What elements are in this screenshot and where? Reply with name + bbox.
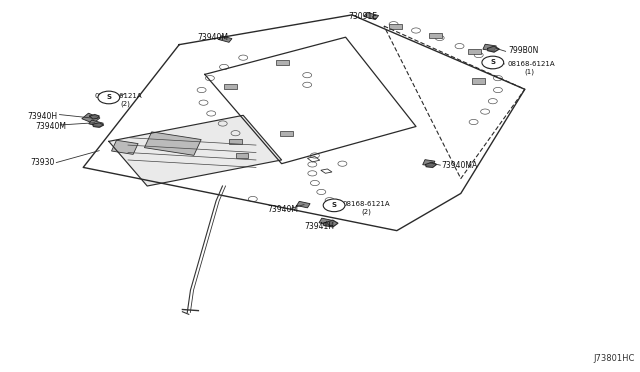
Text: 73930: 73930 [31, 158, 55, 167]
Text: S: S [106, 94, 111, 100]
Bar [280, 131, 293, 136]
Text: 73940MA: 73940MA [442, 161, 478, 170]
Bar [429, 33, 442, 38]
Polygon shape [483, 44, 497, 51]
Text: 73940M: 73940M [35, 122, 66, 131]
Polygon shape [89, 120, 103, 127]
Polygon shape [296, 201, 310, 208]
Text: (2): (2) [362, 208, 371, 215]
Polygon shape [219, 36, 232, 42]
Bar [389, 24, 402, 29]
Text: 08168-6121A: 08168-6121A [508, 61, 555, 67]
Text: 73941H: 73941H [305, 222, 335, 231]
Text: S: S [332, 202, 337, 208]
Text: 08168-6121A: 08168-6121A [95, 93, 142, 99]
Bar [276, 60, 289, 65]
Text: 08168-6121A: 08168-6121A [342, 201, 390, 207]
Polygon shape [319, 218, 334, 225]
Bar [224, 84, 237, 89]
Polygon shape [109, 115, 282, 186]
Polygon shape [364, 12, 379, 20]
Polygon shape [422, 160, 435, 166]
Text: 73091E: 73091E [349, 12, 378, 21]
Text: 73940H: 73940H [27, 112, 57, 121]
Text: (2): (2) [120, 100, 130, 107]
Circle shape [98, 91, 120, 104]
Polygon shape [93, 123, 104, 127]
Bar [236, 153, 248, 158]
Circle shape [323, 199, 345, 212]
Polygon shape [90, 115, 99, 119]
Polygon shape [488, 46, 499, 52]
Bar [468, 49, 481, 54]
Polygon shape [145, 132, 201, 155]
Bar [472, 78, 485, 84]
Bar [229, 139, 242, 144]
Circle shape [482, 56, 504, 69]
Polygon shape [323, 220, 338, 227]
Polygon shape [426, 162, 436, 167]
Text: 799B0N: 799B0N [509, 46, 539, 55]
Text: 73940M: 73940M [197, 33, 228, 42]
Text: 73940M: 73940M [268, 205, 298, 214]
Text: J73801HC: J73801HC [593, 354, 635, 363]
Polygon shape [111, 140, 138, 154]
Text: (1): (1) [525, 68, 535, 75]
Polygon shape [82, 113, 100, 124]
Text: S: S [490, 60, 495, 65]
